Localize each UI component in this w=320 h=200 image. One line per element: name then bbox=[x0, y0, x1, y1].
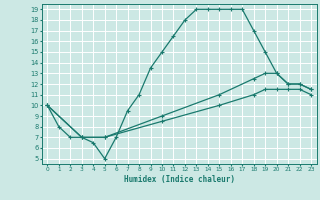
X-axis label: Humidex (Indice chaleur): Humidex (Indice chaleur) bbox=[124, 175, 235, 184]
